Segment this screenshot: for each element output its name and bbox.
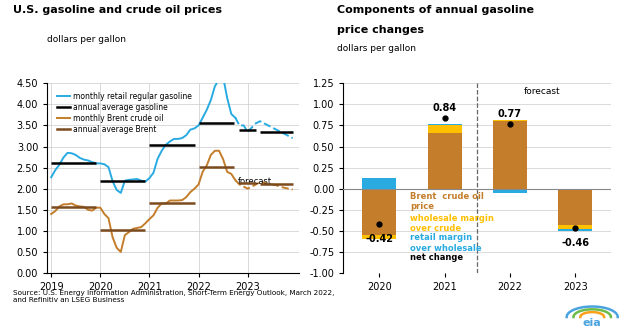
Text: Components of annual gasoline: Components of annual gasoline <box>337 5 534 15</box>
Bar <box>362 189 396 235</box>
Text: wholesale margin
over crude: wholesale margin over crude <box>410 214 494 233</box>
Text: U.S. gasoline and crude oil prices: U.S. gasoline and crude oil prices <box>13 5 222 15</box>
Bar <box>493 189 527 193</box>
Text: dollars per gallon: dollars per gallon <box>337 44 416 53</box>
Text: Brent  crude oil
price: Brent crude oil price <box>410 192 484 211</box>
Text: dollars per gallon: dollars per gallon <box>47 35 126 44</box>
Text: eia: eia <box>583 318 602 328</box>
Text: forecast: forecast <box>524 88 561 97</box>
Bar <box>493 120 527 121</box>
Text: -0.46: -0.46 <box>561 238 589 248</box>
Bar <box>428 133 462 189</box>
Text: 0.77: 0.77 <box>498 109 522 119</box>
Bar <box>493 121 527 189</box>
Bar <box>558 225 592 229</box>
Text: -0.42: -0.42 <box>365 234 393 244</box>
Text: retail margin
over wholesale: retail margin over wholesale <box>410 233 481 253</box>
Bar <box>558 189 592 225</box>
Bar <box>428 124 462 126</box>
Text: net change: net change <box>410 253 463 262</box>
Bar <box>362 235 396 239</box>
Text: forecast: forecast <box>238 176 272 185</box>
Legend: monthly retail regular gasoline, annual average gasoline, monthly Brent crude oi: monthly retail regular gasoline, annual … <box>54 89 195 137</box>
Bar <box>558 229 592 231</box>
Text: 0.84: 0.84 <box>433 103 457 113</box>
Text: Source: U.S. Energy Information Administration, Short-Term Energy Outlook, March: Source: U.S. Energy Information Administ… <box>13 290 334 303</box>
Text: price changes: price changes <box>337 25 424 35</box>
Bar <box>428 126 462 133</box>
Bar <box>362 178 396 189</box>
